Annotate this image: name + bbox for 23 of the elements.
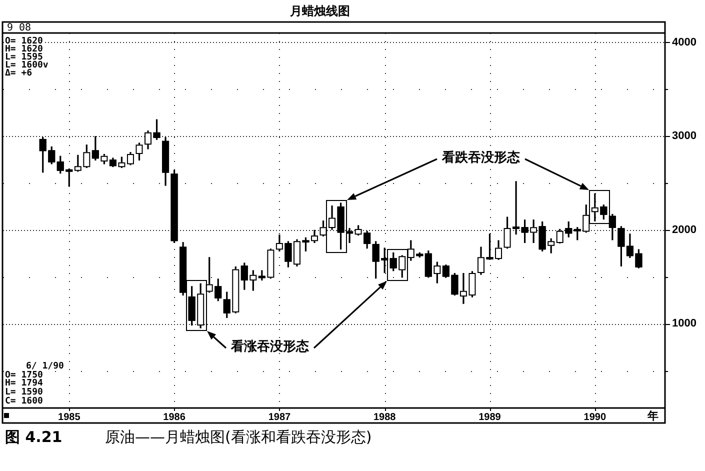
y-tick-label: 3000 (672, 130, 696, 142)
annotation: L= 1590 (5, 387, 43, 398)
x-tick-label: 1987 (268, 412, 292, 423)
annotation: H= 1794 (5, 378, 44, 388)
annotation: 看跌吞没形态 (441, 149, 521, 166)
y-tick-label: 2000 (672, 224, 696, 236)
annotation: C= 1600 (5, 396, 43, 406)
annotation: Δ= +6 (5, 68, 32, 78)
x-tick-label: 1989 (478, 412, 502, 423)
annotation: 6/ 1/90 (26, 361, 64, 372)
candlestick (346, 228, 354, 243)
y-tick-label: 1000 (672, 318, 696, 330)
y-tick-label: 4000 (672, 36, 696, 48)
caption: 图 4.21 (5, 428, 62, 446)
x-tick-label: 1985 (58, 412, 81, 423)
annotation: 9 08 (7, 22, 32, 34)
x-tick-label: 1986 (163, 412, 186, 423)
annotation: 看涨吞没形态 (230, 338, 310, 354)
x-axis-title: 年 (646, 409, 658, 422)
chart-title: 月蜡烛线图 (289, 4, 350, 18)
x-tick-label: 1988 (373, 412, 396, 423)
text: 原油——月蜡烛图(看涨和看跌吞没形态) (105, 428, 372, 446)
x-tick-label: 1990 (584, 412, 606, 423)
